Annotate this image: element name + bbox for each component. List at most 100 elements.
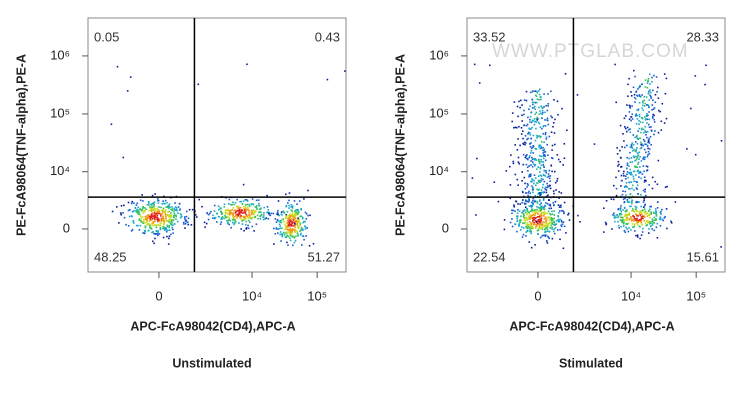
event-dot (234, 220, 237, 223)
event-dot (529, 192, 532, 194)
event-dot (220, 210, 222, 213)
event-dot (531, 98, 533, 101)
event-dot (234, 212, 237, 214)
event-dot (635, 234, 637, 237)
x-tick-label: 10⁵ (686, 288, 706, 303)
event-dot (213, 217, 216, 219)
event-dot (560, 206, 562, 208)
event-dot (512, 160, 515, 163)
event-dot (251, 198, 254, 200)
event-dot (631, 208, 634, 210)
event-dot (629, 168, 631, 171)
event-dot (551, 226, 553, 229)
event-dot (640, 146, 643, 149)
event-dot (550, 115, 552, 117)
event-dot (639, 166, 641, 168)
event-dot (110, 123, 113, 126)
event-dot (635, 113, 637, 116)
event-dot (520, 99, 522, 102)
event-dot (530, 210, 532, 212)
event-dot (539, 180, 542, 183)
event-dot (151, 224, 154, 227)
event-dot (207, 213, 210, 216)
event-dot (153, 217, 156, 219)
event-dot (165, 230, 168, 233)
event-dot (173, 207, 175, 210)
event-dot (534, 113, 537, 115)
event-dot (534, 90, 536, 92)
event-dot (540, 202, 543, 204)
event-dot (538, 146, 540, 148)
event-dot (184, 218, 186, 220)
event-dot (295, 213, 298, 216)
event-dot (636, 157, 638, 159)
event-dot (548, 135, 551, 138)
event-dot (539, 126, 542, 128)
event-dot (247, 227, 250, 230)
event-dot (637, 108, 640, 111)
event-dot (232, 215, 234, 217)
event-dot (521, 171, 523, 173)
event-dot (623, 207, 626, 209)
event-dot (154, 237, 156, 240)
event-dot (538, 200, 541, 202)
event-dot (234, 202, 237, 204)
event-dot (526, 213, 528, 216)
event-dot (527, 227, 529, 229)
event-dot (633, 93, 636, 96)
event-dot (292, 244, 294, 247)
event-dot (175, 207, 178, 209)
event-dot (184, 216, 186, 218)
event-dot (167, 243, 170, 245)
event-dot (201, 205, 203, 208)
event-dot (632, 175, 635, 178)
event-dot (536, 134, 538, 137)
event-dot (527, 192, 529, 194)
event-dot (647, 222, 649, 224)
event-dot (535, 111, 538, 114)
event-dot (135, 224, 138, 227)
event-dot (623, 201, 626, 204)
event-dot (131, 211, 134, 213)
event-dot (292, 219, 294, 221)
event-dot (558, 220, 561, 223)
event-dot (237, 214, 239, 217)
event-dot (268, 212, 270, 215)
event-dot (168, 216, 170, 218)
event-dot (652, 99, 654, 101)
event-dot (150, 203, 152, 206)
event-dot (622, 223, 625, 225)
event-dot (526, 222, 529, 224)
event-dot (536, 90, 538, 93)
event-dot (503, 228, 506, 231)
event-dot (533, 211, 536, 214)
event-dot (530, 112, 532, 114)
event-dot (514, 210, 516, 212)
event-dot (620, 205, 622, 207)
event-dot (524, 135, 527, 137)
event-dot (560, 204, 562, 207)
event-dot (514, 173, 517, 176)
event-dot (643, 176, 646, 178)
event-dot (151, 213, 153, 216)
event-dot (240, 200, 242, 203)
event-dot (559, 228, 561, 231)
event-dot (553, 204, 555, 207)
quadrant-percent: 33.52 (473, 29, 506, 44)
event-dot (626, 104, 628, 106)
event-dot (289, 237, 291, 239)
event-dot (150, 209, 152, 212)
event-dot (616, 147, 618, 149)
event-dot (149, 224, 151, 227)
event-dot (244, 210, 247, 213)
event-dot (172, 228, 174, 231)
event-dot (648, 118, 651, 121)
event-dot (288, 219, 290, 221)
event-dot (618, 227, 620, 229)
event-dot (258, 211, 260, 214)
event-dot (127, 209, 130, 212)
event-dot (530, 173, 532, 176)
event-dot (642, 165, 645, 167)
event-dot (640, 96, 642, 98)
